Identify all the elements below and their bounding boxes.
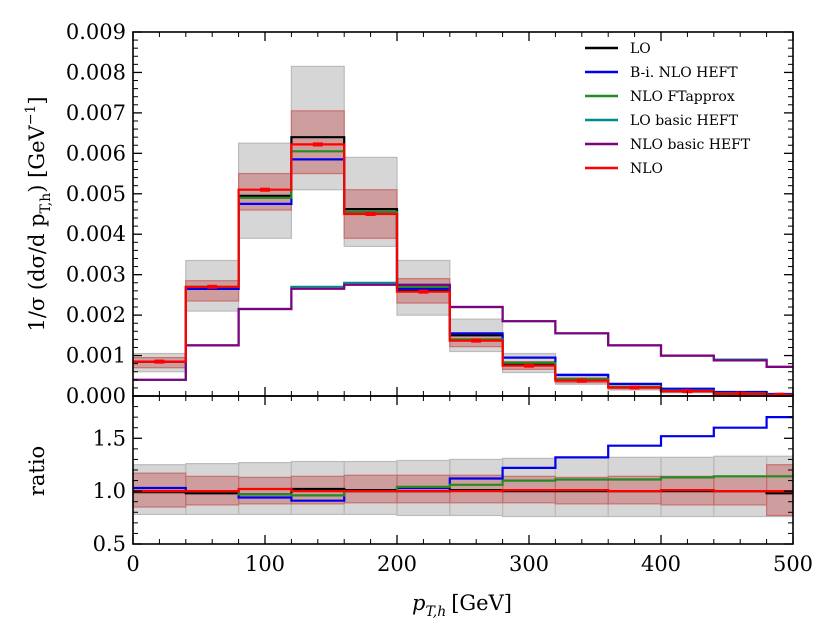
nlo-error-bar-9 xyxy=(629,385,640,390)
xtick-label-0: 0 xyxy=(126,552,139,576)
nlo-error-bar-4 xyxy=(365,212,376,216)
legend-label-nlo: NLO xyxy=(630,161,663,177)
axes: 0.000 0.001 0.002 0.003 0.004 0.005 0.006 0.007… xyxy=(66,20,813,576)
ratio-panel-bands xyxy=(132,455,794,518)
xtick-label-3: 300 xyxy=(509,552,549,576)
top-y-axis-label: 1/σ (dσ/d pT,h) [GeV−1] xyxy=(23,96,54,331)
nlo-error-bar-1 xyxy=(207,284,218,289)
nlo-error-bar-2 xyxy=(260,187,270,192)
xtick-label-4: 400 xyxy=(641,552,681,576)
legend-label-nlo-basic-heft: NLO basic HEFT xyxy=(630,137,751,153)
legend-label-nlo-ftapprox: NLO FTapprox xyxy=(630,89,735,105)
top-line-nlo-basic-heft xyxy=(133,283,793,381)
top-ytick-label-4: 0.004 xyxy=(66,222,126,246)
top-ytick-label-8: 0.008 xyxy=(66,60,126,84)
ratio-line-nlo-ftapprox xyxy=(133,475,793,497)
top-ytick-label-7: 0.007 xyxy=(66,101,126,125)
ratio-ytick-label-2: 1.5 xyxy=(93,426,126,450)
top-ytick-label-3: 0.003 xyxy=(66,263,126,287)
top-ytick-label-2: 0.002 xyxy=(66,303,126,327)
xtick-label-2: 200 xyxy=(377,552,417,576)
legend: LO B-i. NLO HEFT NLO FTapprox LO basic HEFT… xyxy=(585,41,751,177)
ratio-panel-lines xyxy=(133,416,793,502)
nlo-error-bar-7 xyxy=(524,363,534,368)
top-ytick-label-0: 0.000 xyxy=(66,384,126,408)
xtick-label-1: 100 xyxy=(245,552,285,576)
top-ytick-label-6: 0.006 xyxy=(66,141,126,165)
nlo-error-bar-0 xyxy=(154,359,165,364)
ratio-nlo-ratio-band-bin-2 xyxy=(238,476,293,505)
top-nlo-scale-band-bin-1 xyxy=(185,280,240,302)
legend-label-b-i-nlo-heft: B-i. NLO HEFT xyxy=(630,65,738,81)
legend-label-lo: LO xyxy=(630,41,651,57)
nlo-error-bar-12 xyxy=(774,392,785,397)
nlo-error-bar-6 xyxy=(471,338,482,343)
legend-label-lo-basic-heft: LO basic HEFT xyxy=(630,113,739,129)
ratio-line-nlo xyxy=(133,487,793,493)
top-nlo-scale-band-bin-3 xyxy=(290,110,345,175)
top-ytick-label-9: 0.009 xyxy=(66,20,126,44)
top-ytick-label-5: 0.005 xyxy=(66,182,126,206)
nlo-error-bar-3 xyxy=(312,142,323,147)
nlo-error-bar-8 xyxy=(576,378,587,383)
ratio-line-b-i-nlo-heft xyxy=(133,416,793,502)
nlo-error-bar-5 xyxy=(418,289,429,294)
xtick-label-5: 500 xyxy=(773,552,813,576)
top-ytick-label-1: 0.001 xyxy=(66,344,126,368)
x-axis-label: pT,h [GeV] xyxy=(412,591,512,620)
ratio-ytick-label-0: 0.5 xyxy=(93,532,126,556)
ratio-ytick-label-1: 1.0 xyxy=(93,479,126,503)
top-line-b-i-nlo-heft xyxy=(133,158,793,396)
ratio-y-axis-label: ratio xyxy=(25,446,49,496)
